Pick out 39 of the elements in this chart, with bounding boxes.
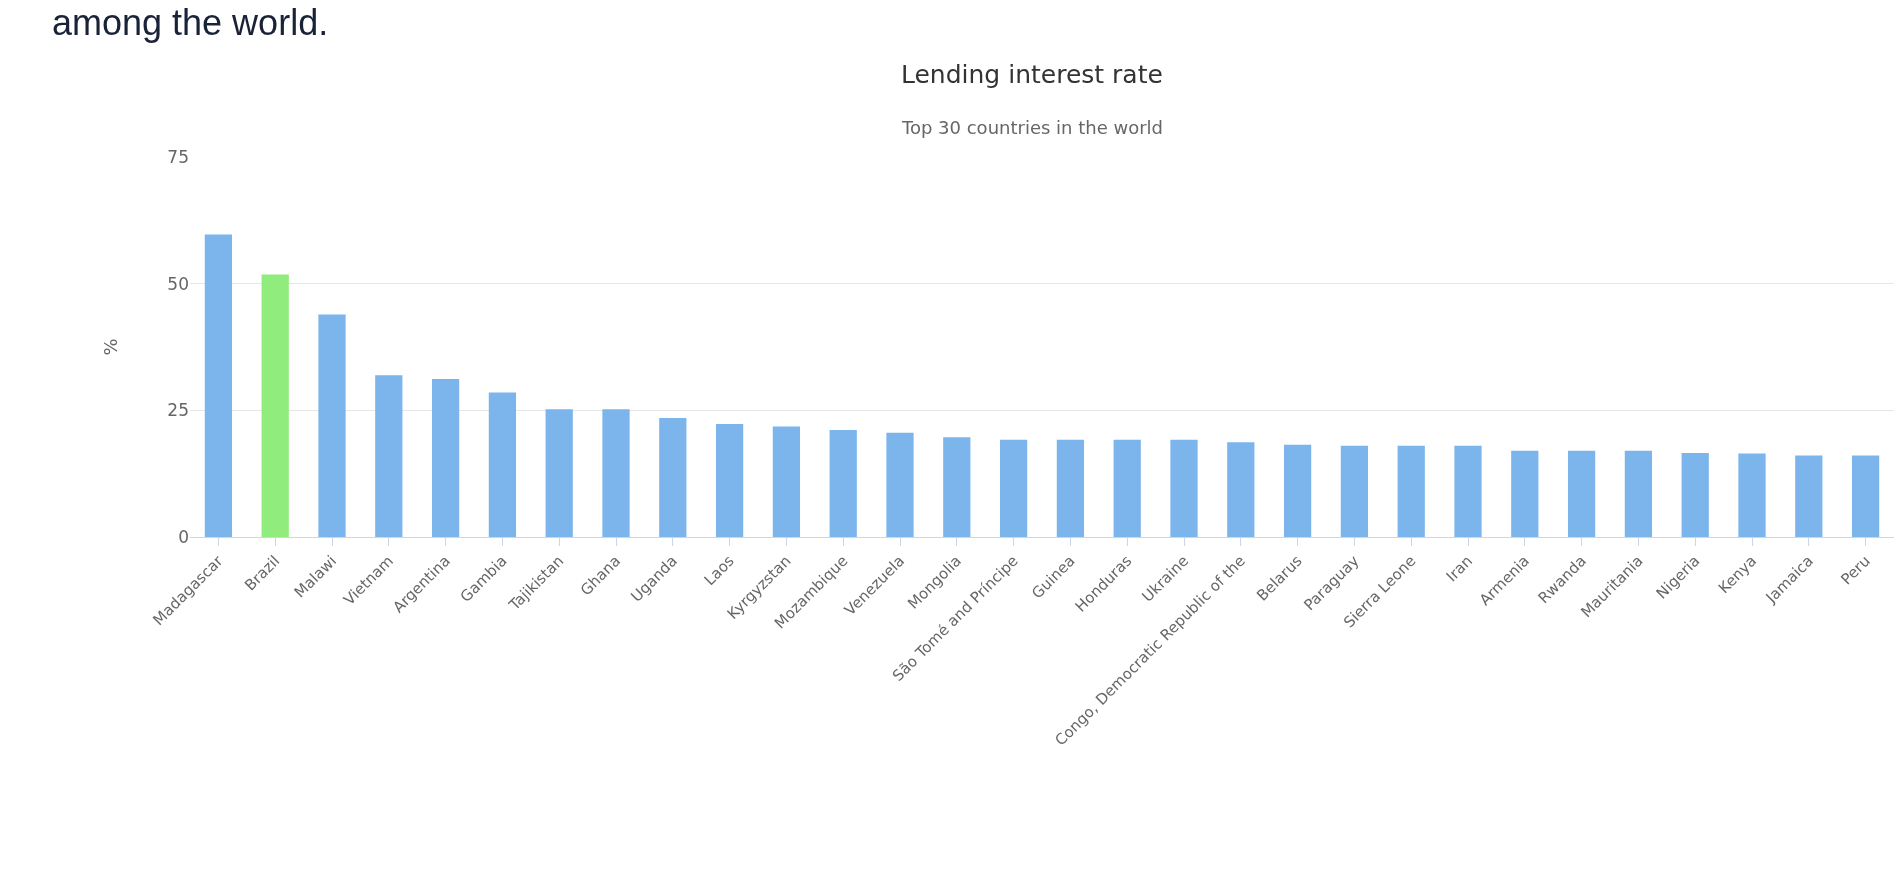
bar (943, 437, 971, 537)
bar (1454, 445, 1482, 537)
bar (431, 378, 460, 537)
bar (318, 314, 346, 537)
y-tick-label: 75 (167, 146, 189, 167)
bar (1056, 439, 1085, 537)
bar (829, 430, 857, 537)
chart-subtitle: Top 30 countries in the world (901, 117, 1164, 138)
bar (1340, 445, 1369, 537)
bar (1170, 439, 1198, 537)
bar (772, 426, 801, 537)
x-tick-label: Iran (1442, 551, 1477, 586)
bar (1681, 452, 1709, 537)
y-tick-label: 0 (178, 526, 189, 547)
bar (1511, 450, 1539, 537)
bar (1283, 444, 1312, 537)
y-axis-title: % (99, 338, 121, 356)
bar (1397, 445, 1425, 537)
bar (999, 439, 1028, 537)
bar (1227, 442, 1255, 537)
y-tick-label: 25 (167, 400, 189, 421)
bar (1624, 450, 1653, 537)
bar (1738, 453, 1766, 537)
chart-title: Lending interest rate (901, 60, 1163, 89)
bar (886, 432, 914, 537)
bar (1567, 450, 1596, 537)
bar (1851, 455, 1880, 537)
y-tick-label: 50 (167, 273, 189, 294)
bar (715, 424, 744, 537)
bar (545, 409, 573, 537)
bar (204, 234, 233, 537)
bar (659, 417, 687, 537)
bar (602, 409, 630, 537)
bar (1113, 439, 1141, 537)
bar (1795, 455, 1823, 537)
bar (375, 375, 403, 537)
text: among the world. (52, 2, 329, 43)
bar (261, 274, 289, 537)
bar (488, 392, 517, 537)
